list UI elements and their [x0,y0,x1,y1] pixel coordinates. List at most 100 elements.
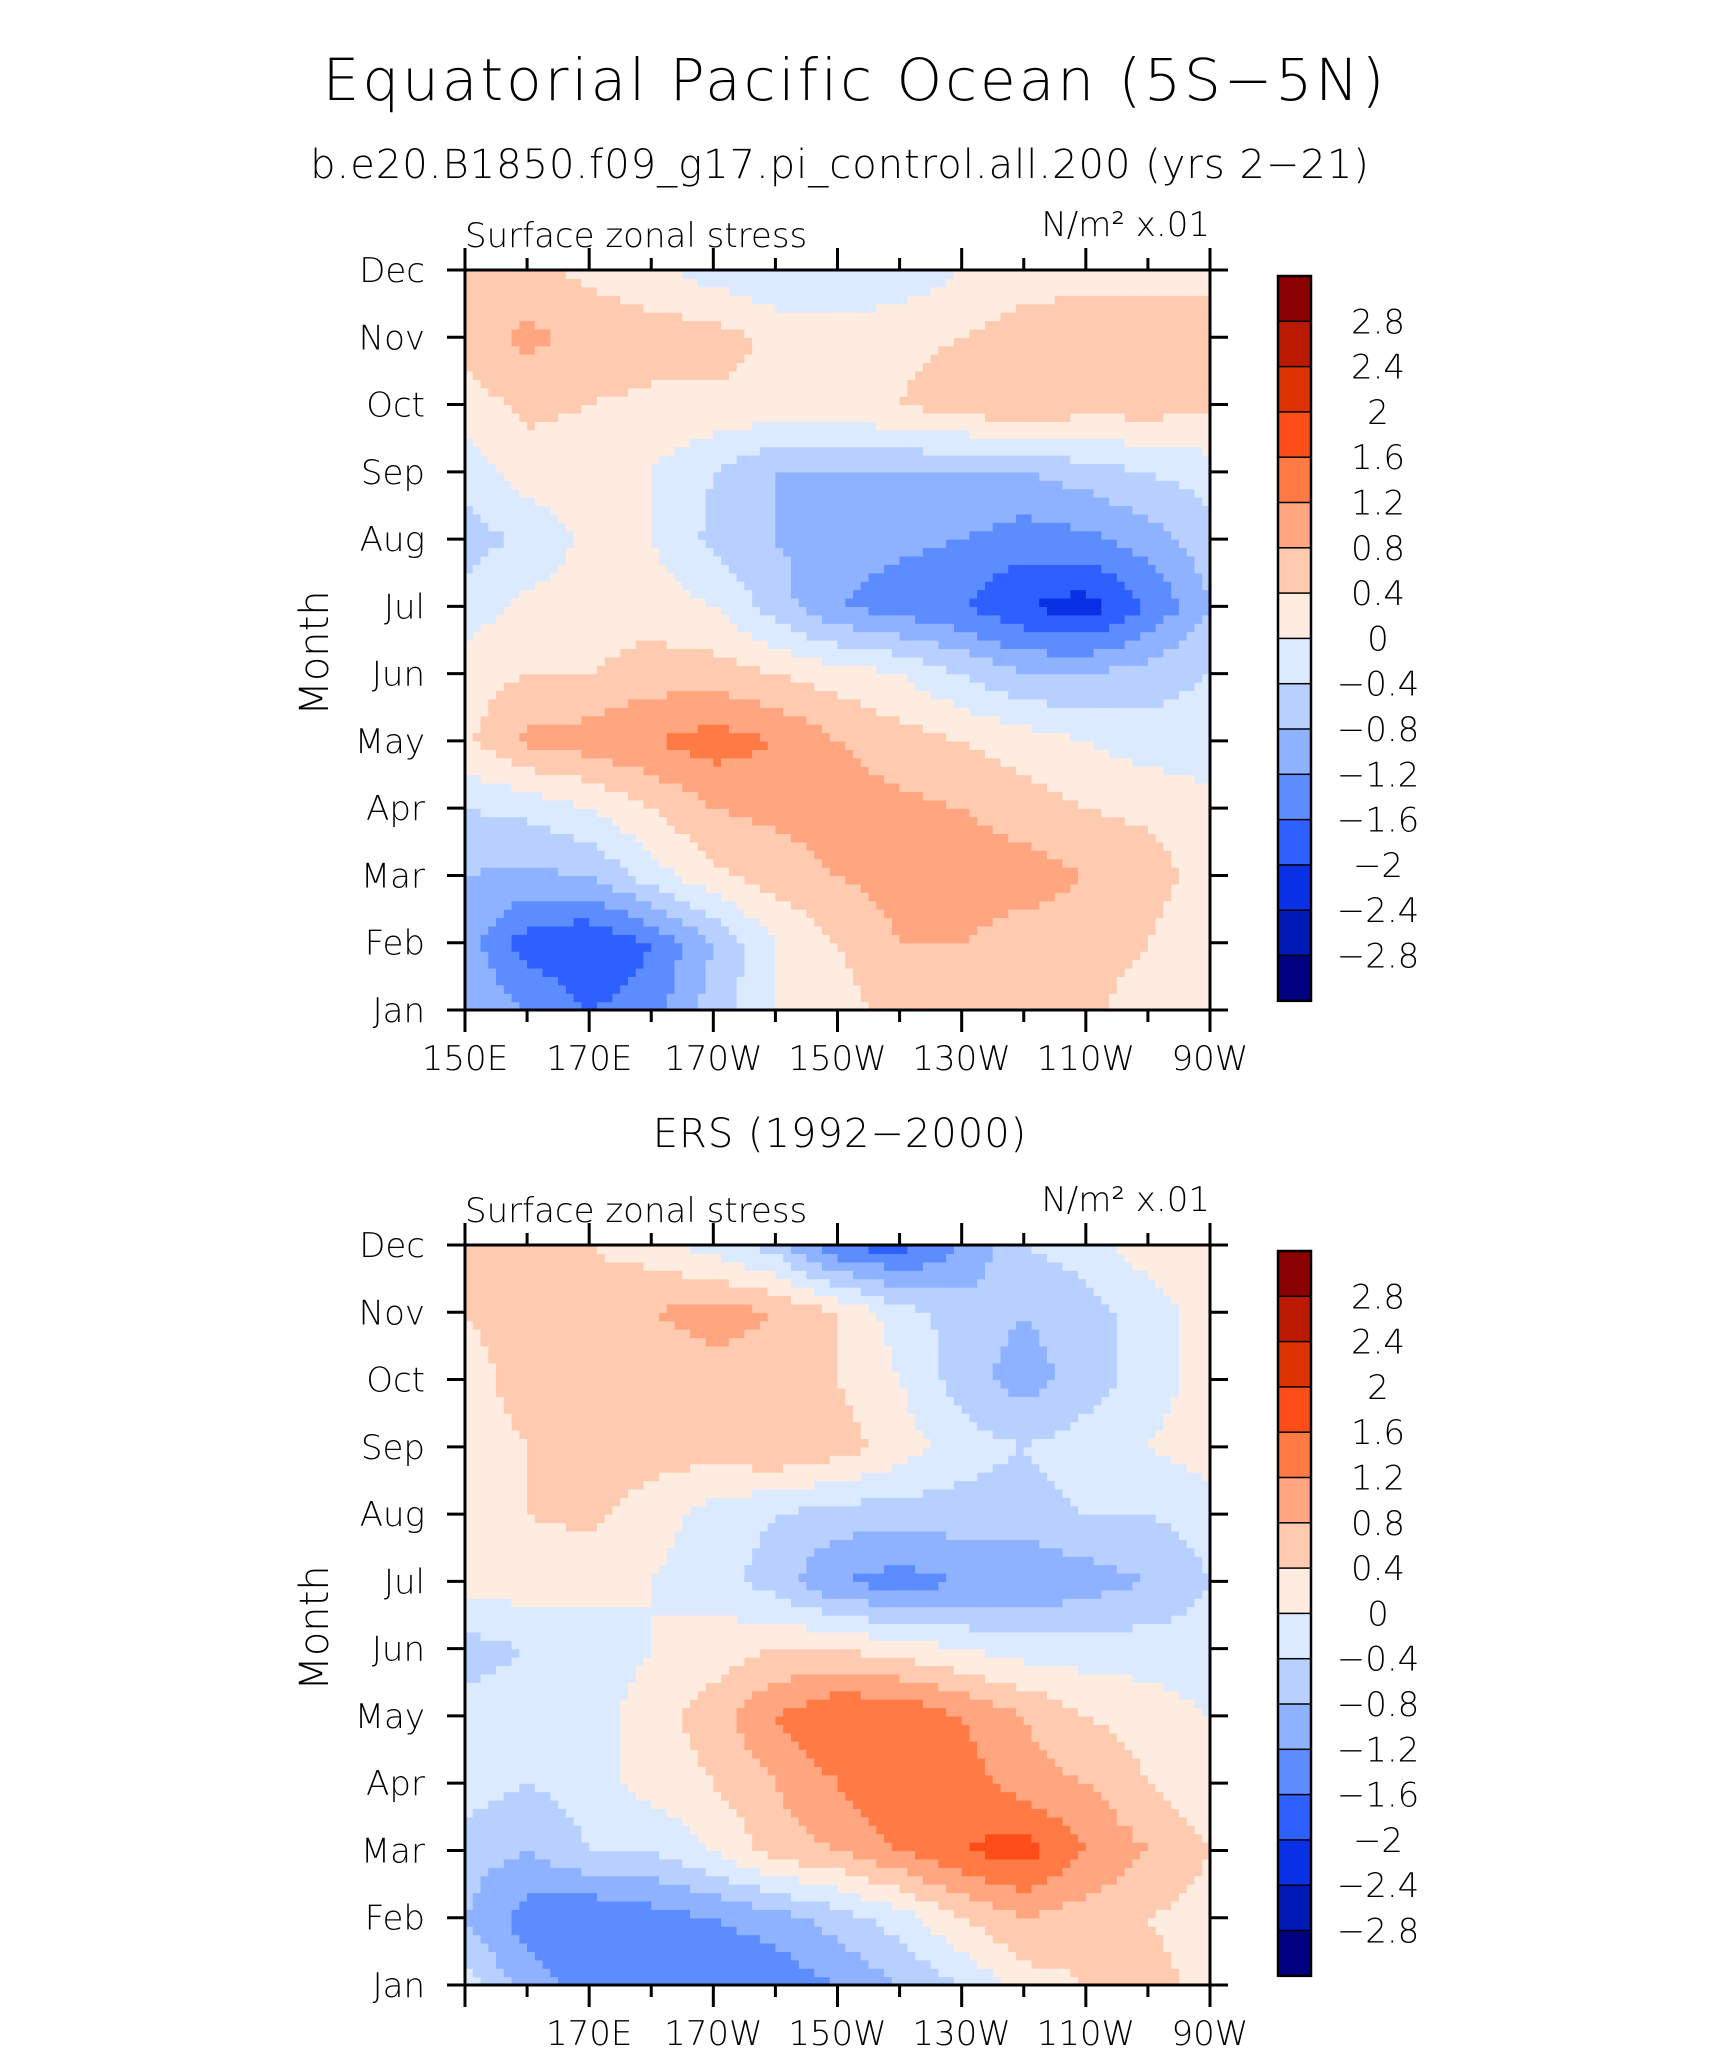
contour-cell [1070,589,1079,599]
contour-cell [465,707,474,717]
contour-cell [480,841,489,851]
contour-cell [635,690,645,700]
contour-cell [721,850,730,860]
contour-cell [581,581,590,591]
contour-cell [682,867,691,877]
contour-cell [728,690,738,700]
contour-cell [868,606,877,616]
contour-cell [1178,656,1188,666]
contour-cell [1023,707,1033,717]
contour-cell [1070,581,1079,591]
contour-cell [1054,606,1064,616]
contour-cell [922,909,932,919]
contour-cell [922,850,932,860]
contour-cell [783,782,792,792]
contour-cell [589,715,598,725]
contour-cell [1039,841,1048,851]
contour-cell [899,850,908,860]
contour-cell [713,606,722,616]
contour-cell [759,816,769,826]
contour-cell [573,925,583,935]
contour-cell [651,976,660,986]
contour-cell [713,942,722,952]
contour-cell [472,841,482,851]
contour-cell [891,682,901,692]
contour-cell [806,858,815,868]
contour-cell [922,665,932,675]
contour-cell [806,749,815,759]
contour-cell [612,581,621,591]
contour-cell [775,782,784,792]
contour-cell [1147,690,1157,700]
contour-cell [659,724,668,734]
contour-cell [744,648,753,658]
contour-cell [1194,740,1203,750]
contour-cell [488,942,497,952]
contour-cell [519,850,528,860]
contour-cell [1132,640,1141,650]
contour-cell [1109,623,1118,633]
contour-cell [876,682,885,692]
contour-cell [542,808,551,818]
contour-cell [1109,589,1118,599]
contour-cell [814,942,823,952]
contour-cell [814,597,823,607]
contour-cell [1147,757,1157,767]
contour-cell [1109,816,1118,826]
contour-cell [767,883,777,893]
contour-cell [542,883,551,893]
contour-cell [542,867,551,877]
contour-cell [1039,984,1048,994]
contour-cell [1047,993,1056,1003]
contour-cell [1178,631,1188,641]
contour-cell [837,640,846,650]
contour-cell [884,606,893,616]
contour-cell [907,732,916,742]
contour-cell [480,984,489,994]
contour-cell [946,925,955,935]
contour-cell [651,984,660,994]
contour-cell [472,766,482,776]
contour-cell [915,993,924,1003]
contour-cell [759,724,769,734]
contour-cell [752,715,761,725]
contour-cell [581,673,590,683]
contour-cell [915,875,924,885]
contour-cell [759,875,769,885]
contour-cell [969,799,978,809]
contour-cell [1171,581,1180,591]
contour-cell [891,631,901,641]
contour-cell [1202,984,1211,994]
contour-cell [752,967,761,977]
contour-cell [620,623,629,633]
contour-cell [891,732,901,742]
contour-cell [604,984,614,994]
contour-cell [721,782,730,792]
contour-cell [1070,656,1079,666]
contour-cell [666,698,676,708]
contour-cell [868,883,877,893]
contour-cell [876,934,885,944]
contour-cell [503,715,513,725]
contour-cell [1202,774,1211,784]
contour-cell [651,732,660,742]
contour-cell [915,925,924,935]
contour-cell [829,740,839,750]
contour-cell [496,951,505,961]
contour-cell [682,925,691,935]
contour-cell [480,707,489,717]
contour-cell [651,682,660,692]
contour-cell [798,858,808,868]
contour-cell [992,740,1002,750]
contour-cell [635,934,645,944]
contour-cell [984,597,994,607]
contour-cell [938,967,947,977]
contour-cell [814,715,823,725]
contour-cell [1054,934,1064,944]
contour-cell [1000,993,1009,1003]
contour-cell [558,724,567,734]
contour-cell [589,942,598,952]
contour-cell [511,909,520,919]
contour-cell [1186,951,1196,961]
contour-cell [721,614,730,624]
